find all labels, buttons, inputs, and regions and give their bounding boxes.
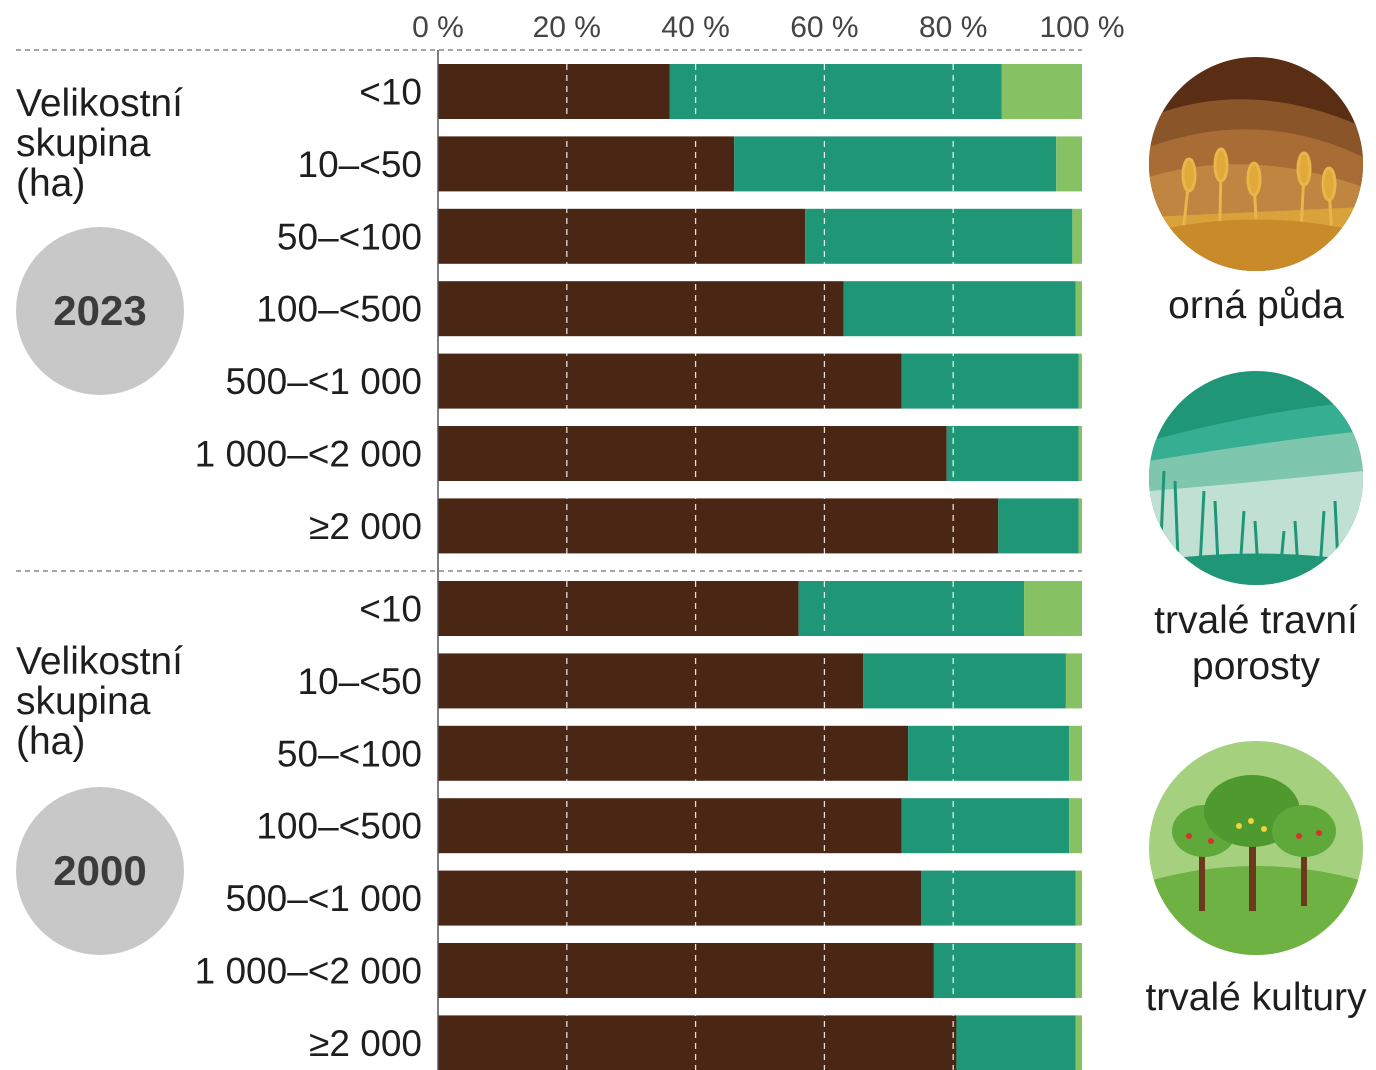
bar-segment <box>843 281 1076 337</box>
legend-label-arable: orná půda <box>1168 284 1344 327</box>
year-badge-2023: 2023 <box>16 227 184 395</box>
bar-segment <box>1069 798 1082 854</box>
x-tick-label: 40 % <box>661 11 729 44</box>
category-label: 10–<50 <box>298 661 423 702</box>
bar-segment <box>438 653 864 709</box>
category-label: 500–<1 000 <box>225 361 422 402</box>
bar-segment <box>438 136 735 192</box>
bar-segment <box>1056 136 1082 192</box>
bar-segment <box>1075 870 1082 926</box>
category-label: 100–<500 <box>256 806 422 847</box>
year-badge-2000: 2000 <box>16 787 184 955</box>
category-label: <10 <box>359 72 422 113</box>
group-label-2000: Velikostní skupina (ha) <box>16 640 183 763</box>
bar-segment <box>734 136 1057 192</box>
bar-segment <box>1024 581 1082 636</box>
bar-segment <box>1078 498 1082 554</box>
bar-segment <box>438 870 921 926</box>
legend-label-grassland: trvalé travní porosty <box>1154 599 1358 688</box>
bar-segment <box>438 281 844 337</box>
category-label: 1 000–<2 000 <box>195 951 422 992</box>
bar-segment <box>438 64 670 119</box>
bar-segment <box>438 426 947 481</box>
bar-segment <box>863 653 1066 709</box>
bar-segment <box>798 581 1025 636</box>
bar-segment <box>669 64 1002 119</box>
bar-segment <box>438 581 799 636</box>
bar-segment <box>438 798 902 854</box>
category-label: 100–<500 <box>256 289 422 330</box>
x-tick-label: 20 % <box>533 11 601 44</box>
category-label: 50–<100 <box>277 733 422 774</box>
bar-segment <box>438 353 902 409</box>
group-label-2023: Velikostní skupina (ha) <box>16 82 183 205</box>
category-label: ≥2 000 <box>309 506 422 547</box>
bar-segment <box>1069 725 1082 781</box>
bar-segment <box>1078 353 1082 409</box>
bar-segment <box>1075 943 1082 998</box>
bar-segment <box>438 498 999 554</box>
bar-segment <box>438 943 934 998</box>
category-label: 500–<1 000 <box>225 878 422 919</box>
bar-segment <box>438 1015 957 1070</box>
bar-segment <box>908 725 1070 781</box>
bar-segment <box>933 943 1076 998</box>
wheat-field-icon <box>1149 57 1363 271</box>
x-tick-label: 80 % <box>919 11 987 44</box>
category-label: 50–<100 <box>277 216 422 257</box>
category-label: <10 <box>359 589 422 630</box>
bar-segment <box>921 870 1076 926</box>
orchard-icon <box>1149 741 1363 955</box>
x-tick-label: 100 % <box>1039 11 1124 44</box>
bar-segment <box>1078 426 1082 481</box>
bar-segment <box>946 426 1079 481</box>
bar-segment <box>998 498 1079 554</box>
bar-segment <box>901 353 1079 409</box>
bar-segment <box>1075 1015 1082 1070</box>
category-label: 1 000–<2 000 <box>195 434 422 475</box>
bar-segment <box>1072 208 1082 264</box>
bar-segment <box>438 725 909 781</box>
category-label: 10–<50 <box>298 144 423 185</box>
category-label: ≥2 000 <box>309 1023 422 1064</box>
x-tick-label: 60 % <box>790 11 858 44</box>
legend-label-permanent-crops: trvalé kultury <box>1145 976 1367 1019</box>
bar-segment <box>1065 653 1082 709</box>
bar-segment <box>1001 64 1082 119</box>
x-tick-label: 0 % <box>412 11 464 44</box>
bar-segment <box>901 798 1070 854</box>
bar-segment <box>956 1015 1076 1070</box>
bar-segment <box>1075 281 1082 337</box>
bar-segment <box>805 208 1073 264</box>
bar-segment <box>438 208 806 264</box>
grassland-icon <box>1149 371 1363 585</box>
